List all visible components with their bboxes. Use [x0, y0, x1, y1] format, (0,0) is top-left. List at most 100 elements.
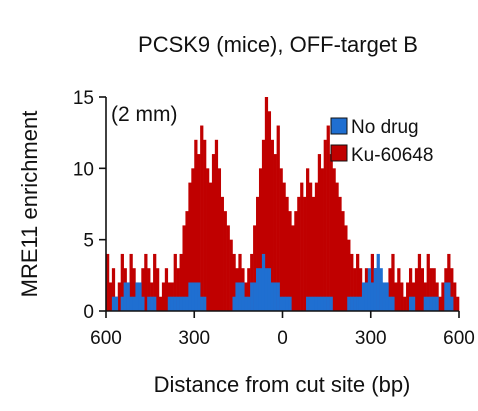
ku-60648-bar [394, 282, 398, 311]
x-tick-label: 600 [443, 328, 475, 349]
ku-60648-bar [208, 182, 213, 311]
no-drug-bar [256, 268, 260, 311]
no-drug-bar [358, 296, 363, 311]
ku-60648-bar [197, 154, 201, 311]
ku-60648-bar [132, 268, 136, 311]
no-drug-bar [197, 282, 201, 311]
ku-60648-bar [176, 268, 180, 311]
no-drug-bar [370, 282, 374, 311]
ku-60648-bar [426, 253, 430, 311]
annotation-label: (2 mm) [111, 103, 178, 126]
ku-60648-bar [456, 296, 460, 311]
ku-60648-bar [214, 139, 219, 311]
ku-60648-bar [388, 268, 392, 311]
ku-60648-bar [306, 168, 310, 311]
no-drug-bar [270, 282, 274, 311]
no-drug-bar [347, 296, 351, 311]
x-tick-label: 600 [90, 328, 122, 349]
no-drug-bar [450, 296, 454, 311]
ku-60648-bar [238, 253, 242, 311]
no-drug-bar [261, 253, 266, 311]
ku-60648-bar [326, 125, 330, 311]
y-tick-label: 15 [73, 88, 94, 109]
x-tick-label: 0 [277, 328, 288, 349]
ku-60648-bar [279, 168, 283, 311]
ku-60648-bar [164, 268, 169, 311]
no-drug-bar [114, 296, 119, 311]
no-drug-bar [426, 296, 430, 311]
ku-60648-bar [453, 282, 457, 311]
ku-60648-bar [400, 282, 404, 311]
no-drug-bar [411, 296, 416, 311]
ku-60648-bar [141, 268, 145, 311]
ku-60648-bar [332, 168, 336, 311]
no-drug-bar [126, 282, 130, 311]
no-drug-bar [350, 296, 354, 311]
no-drug-bar [147, 296, 151, 311]
no-drug-bar [432, 296, 436, 311]
ku-60648-bar [294, 211, 298, 311]
ku-60648-bar [417, 253, 422, 311]
legend: No drug Ku-60648 [330, 117, 433, 166]
no-drug-bar [314, 296, 319, 311]
ku-60648-bar [347, 239, 351, 311]
no-drug-bar [444, 282, 448, 311]
no-drug-bars-group [111, 253, 454, 311]
no-drug-bar [408, 296, 413, 311]
ku-60648-bar [311, 196, 316, 311]
no-drug-bar [391, 296, 395, 311]
no-drug-bar [388, 296, 392, 311]
ku-60648-bar [191, 168, 195, 311]
no-drug-bar [356, 296, 360, 311]
ku-60648-bar [261, 139, 266, 311]
no-drug-bar [238, 282, 242, 311]
no-drug-bar [258, 268, 263, 311]
no-drug-bar [288, 296, 292, 311]
no-drug-bar [170, 296, 174, 311]
ku-60648-bar [329, 154, 333, 311]
ku-60648-bar [353, 268, 357, 311]
no-drug-bar [138, 282, 142, 311]
legend-swatch-no-drug [330, 117, 348, 135]
ku-60648-bar [397, 268, 401, 311]
ku-60648-bar [161, 282, 166, 311]
ku-60648-bar [258, 168, 263, 311]
no-drug-bar [329, 296, 333, 311]
ku-60648-bar [217, 168, 222, 311]
no-drug-bar [323, 296, 327, 311]
ku-60648-bar [438, 296, 442, 311]
ku-60648-bar [229, 239, 233, 311]
no-drug-bar [241, 282, 245, 311]
ku-60648-bar [223, 211, 227, 311]
no-drug-bar [273, 282, 277, 311]
ku-60648-bar [276, 125, 280, 311]
legend-swatch-ku [330, 144, 348, 162]
ku-60648-bar [341, 211, 345, 311]
ku-60648-bar [282, 182, 286, 311]
ku-60648-bar [350, 253, 354, 311]
no-drug-bar [308, 296, 313, 311]
ku-60648-bar [256, 196, 260, 311]
ku-60648-bar [111, 268, 116, 311]
ku-60648-bar [206, 168, 210, 311]
ku-60648-bar [194, 139, 198, 311]
no-drug-bar [276, 282, 280, 311]
no-drug-bar [200, 296, 204, 311]
ku-60648-bar [182, 225, 186, 311]
no-drug-bar [385, 282, 389, 311]
no-drug-bar [188, 282, 192, 311]
no-drug-bar [320, 296, 324, 311]
y-axis-label: MRE11 enrichment [17, 111, 42, 298]
x-axis-label: Distance from cut site (bp) [154, 372, 411, 397]
ku-60648-bar [188, 182, 192, 311]
no-drug-bar [120, 296, 124, 311]
no-drug-bar [194, 282, 198, 311]
ku-60648-bar [408, 268, 413, 311]
no-drug-bar [306, 296, 310, 311]
no-drug-bar [282, 296, 286, 311]
ku-60648-bar [211, 154, 216, 311]
no-drug-bar [167, 296, 172, 311]
y-tick-label: 0 [83, 302, 94, 323]
ku-60648-bar [356, 253, 360, 311]
ku-60648-bar [391, 253, 395, 311]
